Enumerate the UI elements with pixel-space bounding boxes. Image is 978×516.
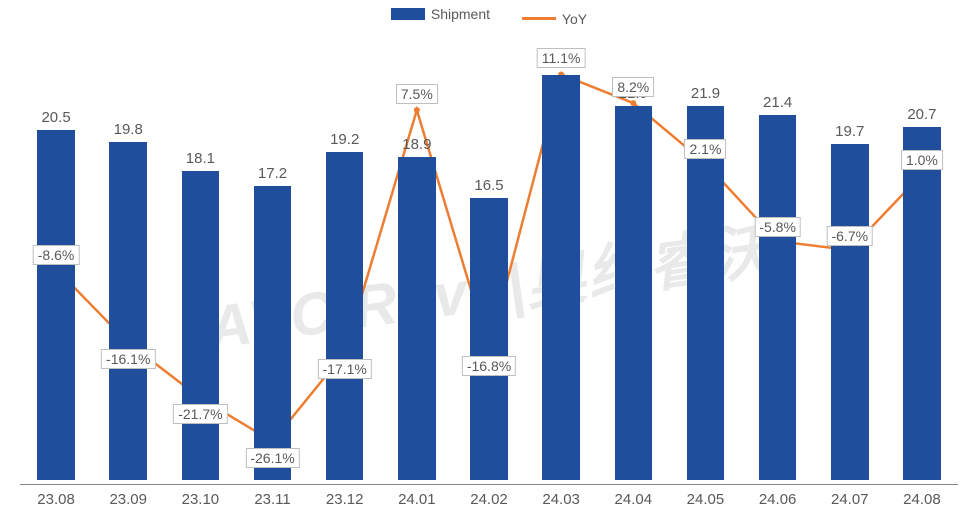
bar xyxy=(542,75,580,480)
bar xyxy=(903,127,941,480)
x-tick: 24.07 xyxy=(831,491,869,508)
legend-swatch-line xyxy=(522,17,556,20)
x-tick: 24.02 xyxy=(470,491,508,508)
bar xyxy=(254,186,292,480)
yoy-value-label: 11.1% xyxy=(537,48,586,68)
x-tick: 24.04 xyxy=(615,491,653,508)
bar-value-label: 18.1 xyxy=(186,150,215,167)
legend-item-yoy: YoY xyxy=(522,11,587,27)
legend-swatch-bar xyxy=(391,8,425,20)
yoy-value-label: 1.0% xyxy=(901,150,943,170)
legend-label-yoy: YoY xyxy=(562,11,587,27)
yoy-value-label: -6.7% xyxy=(826,226,873,246)
yoy-value-label: -26.1% xyxy=(245,448,299,468)
yoy-value-label: -21.7% xyxy=(173,404,227,424)
bar xyxy=(615,106,653,480)
x-tick: 23.12 xyxy=(326,491,364,508)
x-axis: 23.08 23.09 23.10 23.11 23.12 24.01 24.02 24.03… xyxy=(20,484,958,506)
bar-value-label: 19.7 xyxy=(835,123,864,140)
bar xyxy=(326,152,364,480)
bar-value-label: 18.9 xyxy=(402,136,431,153)
bar-value-label: 19.2 xyxy=(330,131,359,148)
x-tick: 23.08 xyxy=(37,491,75,508)
yoy-value-label: 8.2% xyxy=(612,77,654,97)
bar-value-label: 20.5 xyxy=(41,109,70,126)
yoy-value-label: -17.1% xyxy=(318,359,372,379)
x-tick: 23.09 xyxy=(109,491,147,508)
yoy-value-label: 7.5% xyxy=(396,84,438,104)
bar-value-label: 21.4 xyxy=(763,94,792,111)
yoy-value-label: -8.6% xyxy=(33,245,80,265)
x-tick: 24.05 xyxy=(687,491,725,508)
yoy-value-label: 2.1% xyxy=(684,139,726,159)
bar xyxy=(759,115,797,480)
legend-label-shipment: Shipment xyxy=(431,6,490,22)
bar xyxy=(831,144,869,480)
x-tick: 24.01 xyxy=(398,491,436,508)
legend-item-shipment: Shipment xyxy=(391,6,490,22)
bar-value-label: 16.5 xyxy=(474,177,503,194)
x-tick: 23.10 xyxy=(182,491,220,508)
bar-value-label: 21.9 xyxy=(691,85,720,102)
plot-area: 20.519.818.117.219.218.916.523.721.921.9… xyxy=(20,36,958,480)
bar xyxy=(687,106,725,480)
bar-value-label: 17.2 xyxy=(258,165,287,182)
bar-value-label: 19.8 xyxy=(114,121,143,138)
yoy-marker xyxy=(414,107,420,113)
bar xyxy=(182,171,220,480)
x-tick: 23.11 xyxy=(254,491,290,508)
bar xyxy=(470,198,508,480)
bar xyxy=(37,130,75,480)
yoy-value-label: -16.8% xyxy=(462,356,516,376)
x-tick: 24.06 xyxy=(759,491,797,508)
legend: Shipment YoY xyxy=(0,6,978,27)
chart-container: AVC Revo|奥维睿沃 Shipment YoY 20.519.818.11… xyxy=(0,0,978,516)
bar xyxy=(398,157,436,480)
yoy-value-label: -16.1% xyxy=(101,349,155,369)
x-tick: 24.08 xyxy=(903,491,941,508)
bar xyxy=(109,142,147,480)
yoy-value-label: -5.8% xyxy=(754,217,801,237)
bar-value-label: 20.7 xyxy=(907,106,936,123)
x-tick: 24.03 xyxy=(542,491,580,508)
